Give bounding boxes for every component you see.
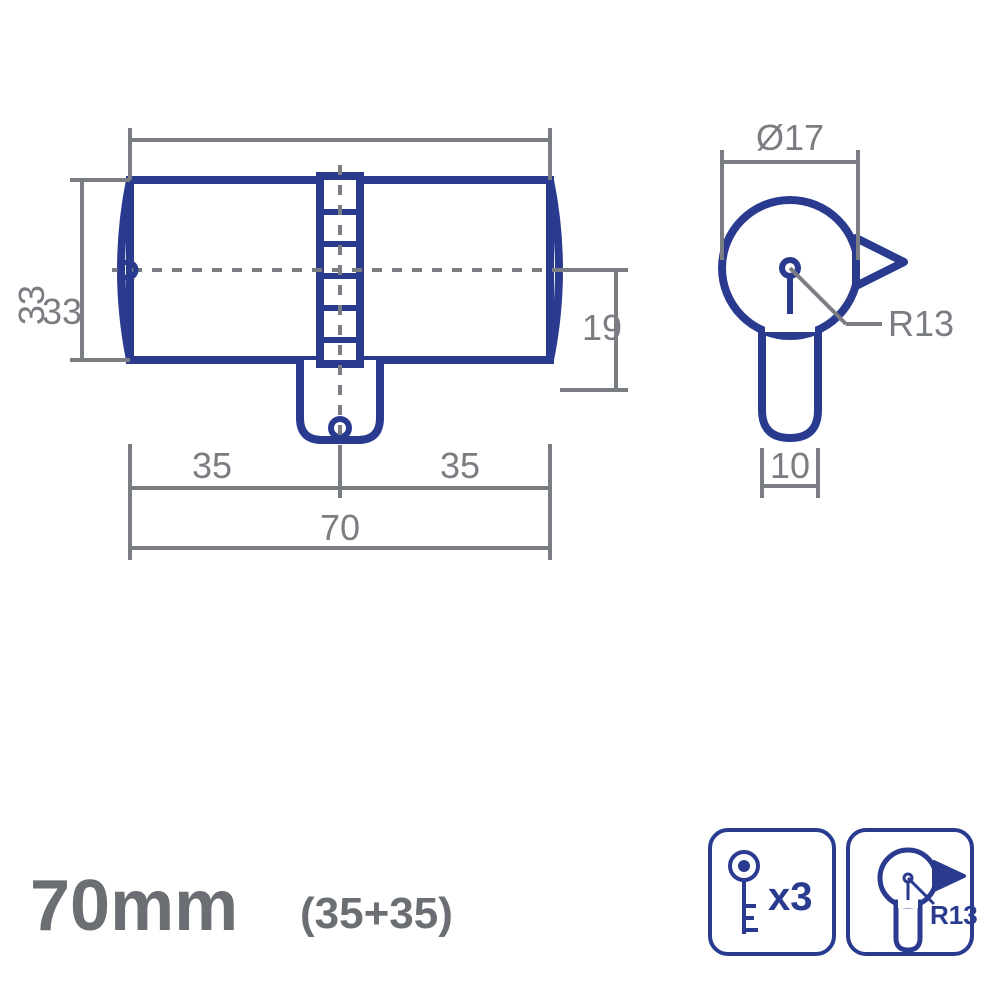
dim-35-right: 35 xyxy=(440,445,480,486)
dim-dia17: Ø17 xyxy=(756,117,824,158)
badge-keys: x3 xyxy=(710,830,834,954)
footer-title: 70mm (35+35) xyxy=(30,866,453,946)
badge-r13-text: R13 xyxy=(930,900,978,930)
dim-35-left: 35 xyxy=(192,445,232,486)
dim-r13: R13 xyxy=(888,303,954,344)
side-elevation xyxy=(112,165,568,456)
dim-70: 70 xyxy=(320,507,360,548)
footer-split: (35+35) xyxy=(300,889,453,938)
badge-r13: R13 xyxy=(848,830,978,954)
dim-10: 10 xyxy=(770,445,810,486)
badge-keys-text: x3 xyxy=(768,875,813,919)
dim-33: 33 xyxy=(42,291,82,332)
end-elevation xyxy=(722,200,904,438)
dim-19: 19 xyxy=(582,307,622,348)
footer-size: 70mm xyxy=(30,866,238,946)
